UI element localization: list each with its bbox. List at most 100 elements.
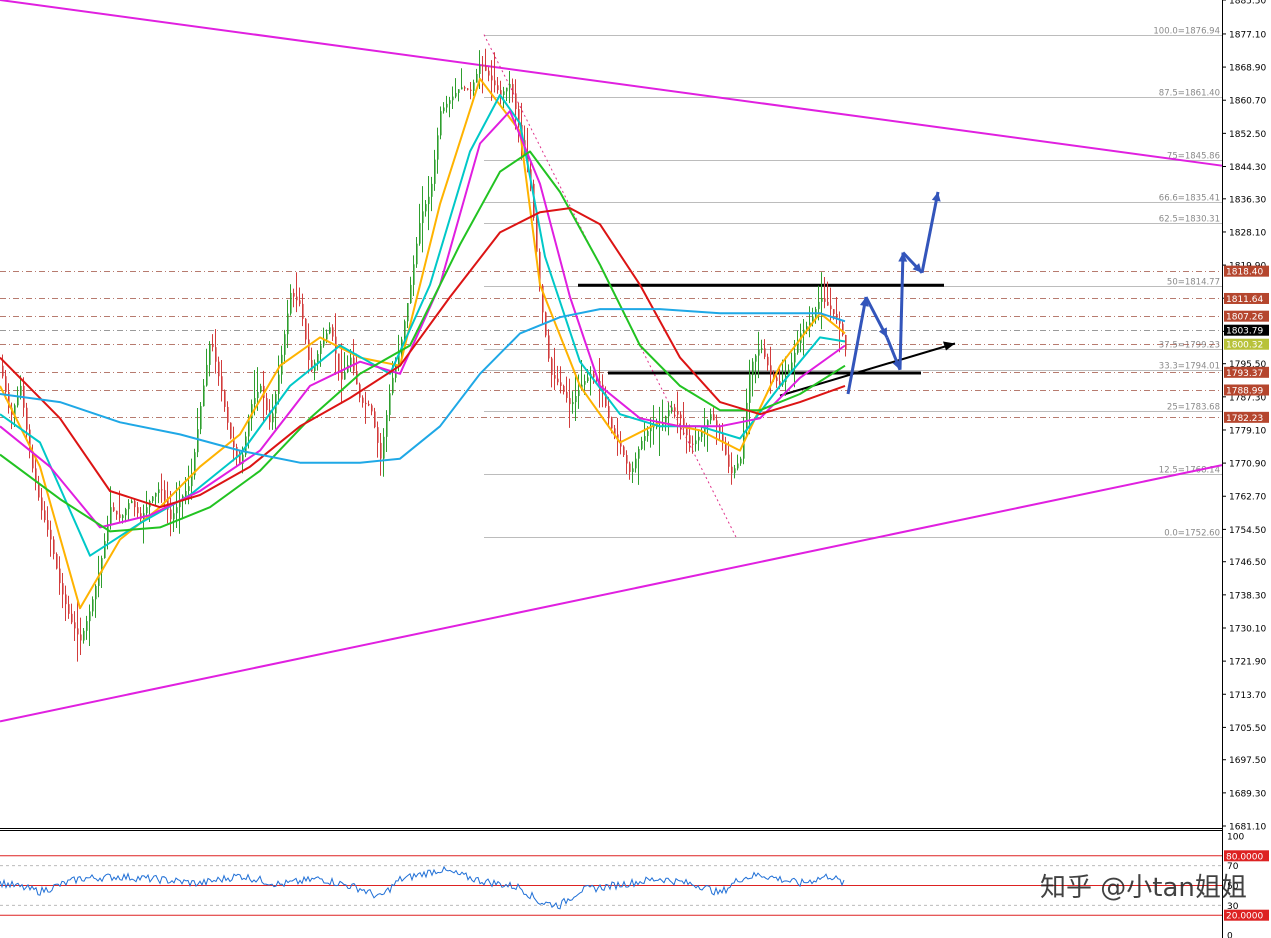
candle-body (767, 356, 769, 366)
candle-body (404, 321, 406, 340)
candle-body (269, 410, 271, 423)
price-tag (1224, 324, 1269, 336)
candle-body (683, 418, 685, 427)
y-tick-label: 1836.30 (1229, 195, 1266, 205)
candle-body (578, 389, 580, 397)
candle-body (572, 402, 574, 405)
candle-body (215, 347, 217, 362)
candle-body (299, 300, 301, 304)
candle-body (689, 435, 691, 444)
candle-body (500, 90, 502, 95)
candle-body (458, 89, 460, 93)
candle-body (77, 628, 79, 635)
candle-body (266, 398, 268, 411)
candle-body (842, 323, 844, 336)
y-tick-label: 1746.50 (1229, 558, 1266, 568)
candle-body (191, 475, 193, 487)
candle-body (398, 353, 400, 366)
candle-body (236, 446, 238, 456)
candle-body (173, 513, 175, 520)
candle-body (605, 394, 607, 407)
candle-body (542, 285, 544, 313)
candle-body (413, 264, 415, 285)
oscillator-panel: 100 70 50 30 0 80.0000 20.0000 (0, 833, 1269, 938)
fib-lines: 100.0=1876.94 87.5=1861.40 75=1845.86 66.6=… (0, 27, 1222, 539)
y-tick-label: 1828.10 (1229, 228, 1266, 238)
projection-segment (898, 252, 905, 370)
candle-body (680, 414, 682, 419)
projection-arrowhead (878, 327, 887, 338)
candle-body (803, 329, 805, 334)
candle-body (515, 93, 517, 110)
price-tag-label: 1811.64 (1226, 295, 1263, 305)
candle-body (608, 406, 610, 419)
candle-body (170, 509, 172, 520)
candle-body (731, 466, 733, 474)
candle-body (701, 432, 703, 437)
candle-body (830, 305, 832, 310)
candle-body (671, 407, 673, 411)
candle-body (557, 378, 559, 383)
candle-body (116, 510, 118, 515)
projection-arrowhead (912, 263, 922, 273)
candle-body (632, 468, 634, 472)
candle-body (710, 414, 712, 421)
candle-body (416, 243, 418, 265)
price-tag (1224, 366, 1269, 378)
candle-body (635, 458, 637, 469)
candle-body (326, 333, 328, 340)
fib-label: 37.5=1799.23 (1159, 341, 1220, 351)
candle-body (272, 413, 274, 423)
candle-body (650, 426, 652, 432)
candle-body (509, 84, 511, 88)
candle-body (518, 109, 520, 125)
candle-body (839, 318, 841, 324)
candle-body (95, 585, 97, 600)
candle-body (251, 404, 253, 419)
candle-body (224, 391, 226, 407)
candle-body (248, 418, 250, 437)
candle-body (350, 357, 352, 365)
candle-body (494, 80, 496, 86)
candle-body (290, 292, 292, 314)
candle-body (809, 322, 811, 327)
candle-body (497, 85, 499, 91)
candle-body (749, 375, 751, 403)
candle-body (623, 446, 625, 456)
trendline (0, 464, 1223, 723)
candle-body (278, 374, 280, 395)
candle-body (254, 398, 256, 405)
candle-body (833, 309, 835, 314)
candle-body (338, 353, 340, 371)
candle-body (17, 395, 19, 406)
candle-body (2, 365, 4, 377)
osc-tick-label: 50 (1227, 882, 1239, 892)
candle-body (488, 70, 490, 76)
candle-body (845, 335, 847, 350)
y-tick-label: 1844.30 (1229, 163, 1266, 173)
candle-body (503, 91, 505, 95)
candle-body (563, 385, 565, 392)
price-tag-label: 1782.23 (1226, 414, 1263, 424)
fib-label: 75=1845.86 (1167, 152, 1220, 162)
candle-body (323, 339, 325, 346)
candle-body (626, 455, 628, 464)
candle-body (305, 318, 307, 340)
candle-body (44, 510, 46, 521)
candle-body (155, 493, 157, 497)
candle-body (629, 463, 631, 472)
candle-body (110, 507, 112, 525)
candle-body (506, 87, 508, 92)
fib-label: 62.5=1830.31 (1159, 215, 1220, 225)
osc-level-tag (1224, 909, 1269, 921)
y-tick-label: 1770.90 (1229, 460, 1266, 470)
candle-body (611, 418, 613, 429)
watermark: 知乎 @小tan姐姐 (1040, 873, 1247, 903)
candle-body (734, 468, 736, 474)
price-tag (1224, 310, 1269, 322)
candle-body (452, 96, 454, 101)
price-tag (1224, 384, 1269, 396)
candle-body (446, 103, 448, 108)
candle-body (329, 327, 331, 334)
watermark-text: 知乎 @小tan姐姐 (1040, 873, 1247, 903)
